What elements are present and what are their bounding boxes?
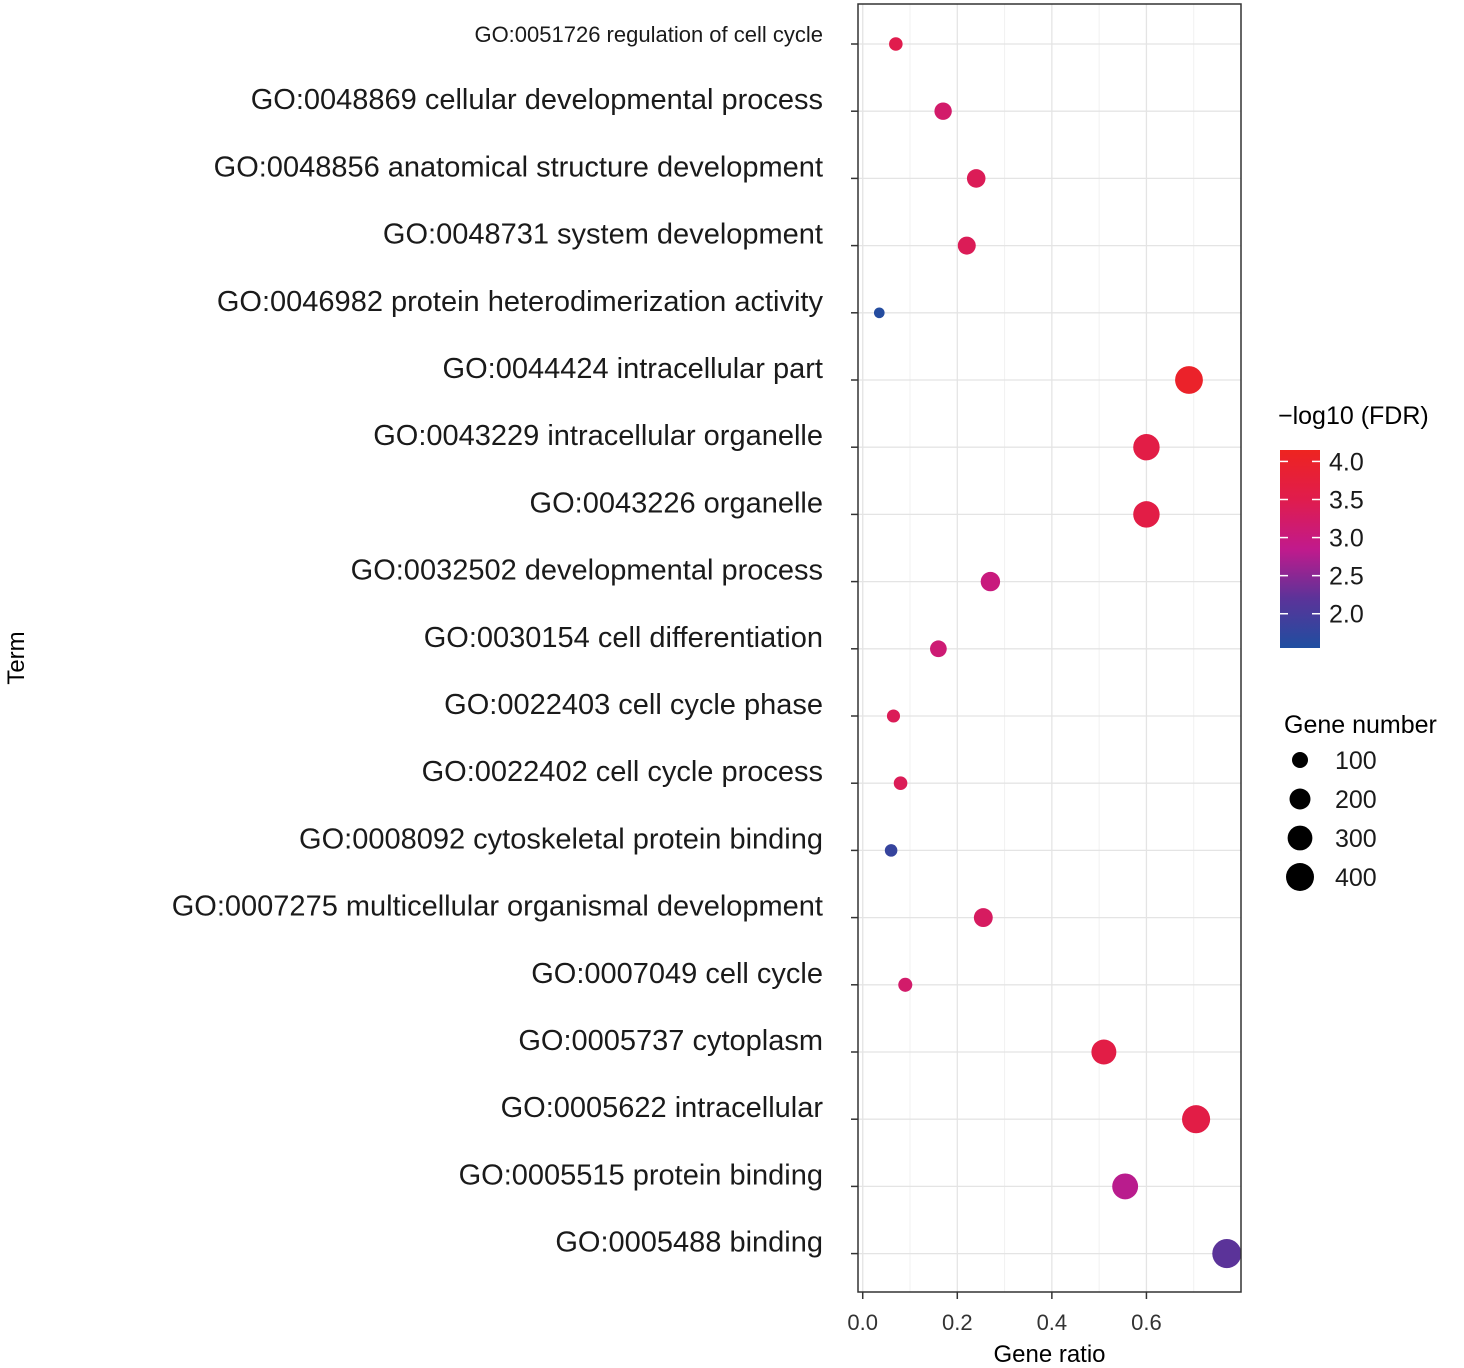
color-legend-title: −log10 (FDR): [1278, 402, 1429, 430]
color-tick-label: 4.0: [1329, 448, 1364, 476]
term-label: GO:0051726 regulation of cell cycle: [474, 22, 823, 47]
term-label: GO:0005488 binding: [555, 1227, 823, 1259]
size-legend-dot: [1286, 863, 1314, 891]
term-label: GO:0048731 system development: [383, 219, 823, 251]
color-tick-label: 3.0: [1329, 525, 1364, 553]
term-labels: GO:0051726 regulation of cell cycle GO:00…: [172, 22, 858, 1259]
data-point: [889, 37, 903, 51]
data-point: [884, 844, 898, 857]
term-label: GO:0048856 anatomical structure developm…: [214, 151, 823, 183]
term-label: GO:0048869 cellular developmental proces…: [251, 84, 823, 116]
x-axis-title: Gene ratio: [993, 1341, 1105, 1368]
color-legend: −log10 (FDR) 4.0 3.5 3.0 2.5 2.0: [1278, 402, 1429, 648]
data-point: [1091, 1039, 1117, 1065]
data-point: [973, 908, 993, 928]
term-label: GO:0005737 cytoplasm: [518, 1025, 823, 1057]
term-label: GO:0032502 developmental process: [351, 555, 823, 587]
size-legend-dot: [1289, 788, 1311, 810]
size-legend-label: 400: [1335, 864, 1377, 892]
data-point: [1112, 1173, 1139, 1200]
grid-lines: [858, 4, 1241, 1292]
data-point: [1133, 501, 1160, 528]
term-label: GO:0022402 cell cycle process: [422, 756, 823, 788]
data-point: [930, 640, 947, 658]
data-point: [1212, 1239, 1242, 1269]
data-point: [1175, 366, 1203, 394]
data-point: [886, 709, 901, 723]
x-tick-label: 0.4: [1037, 1310, 1068, 1335]
size-legend-title: Gene number: [1284, 711, 1437, 739]
size-legend-label: 300: [1335, 825, 1377, 853]
y-axis-title: Term: [3, 631, 30, 684]
size-legend-dot: [1287, 825, 1313, 851]
term-label: GO:0008092 cytoskeletal protein binding: [299, 823, 823, 855]
data-point: [898, 977, 913, 992]
term-label: GO:0030154 cell differentiation: [424, 622, 823, 654]
data-point: [1133, 433, 1160, 461]
term-label: GO:0007049 cell cycle: [531, 958, 823, 990]
color-tick-label: 3.5: [1329, 487, 1364, 515]
data-point: [1182, 1105, 1211, 1134]
color-tick-label: 2.5: [1329, 563, 1364, 591]
x-tick-label: 0.0: [847, 1310, 878, 1335]
color-tick-label: 2.0: [1329, 601, 1364, 629]
term-label: GO:0043229 intracellular organelle: [373, 420, 823, 452]
size-legend-label: 200: [1335, 786, 1377, 814]
x-tick-label: 0.2: [942, 1310, 973, 1335]
data-points: [873, 37, 1242, 1269]
term-label: GO:0043226 organelle: [530, 487, 823, 519]
data-point: [934, 102, 952, 120]
color-legend-bar: [1280, 450, 1320, 648]
term-label: GO:0046982 protein heterodimerization ac…: [217, 286, 824, 318]
term-label: GO:0005622 intracellular: [501, 1092, 824, 1124]
x-tick-label: 0.6: [1131, 1310, 1162, 1335]
data-point: [957, 236, 976, 255]
data-point: [966, 169, 986, 188]
data-point: [893, 776, 908, 790]
data-point: [980, 571, 1001, 592]
size-legend: Gene number 100 200 300 400: [1284, 711, 1437, 892]
size-legend-dot: [1292, 752, 1308, 768]
term-label: GO:0044424 intracellular part: [443, 353, 823, 385]
term-label: GO:0007275 multicellular organismal deve…: [172, 891, 823, 923]
term-label: GO:0022403 cell cycle phase: [444, 689, 823, 721]
x-axis: 0.0 0.2 0.4 0.6: [847, 1292, 1162, 1335]
data-point: [873, 307, 885, 319]
term-label: GO:0005515 protein binding: [459, 1159, 823, 1191]
size-legend-label: 100: [1335, 747, 1377, 775]
plot-panel-border: [857, 3, 1242, 1293]
